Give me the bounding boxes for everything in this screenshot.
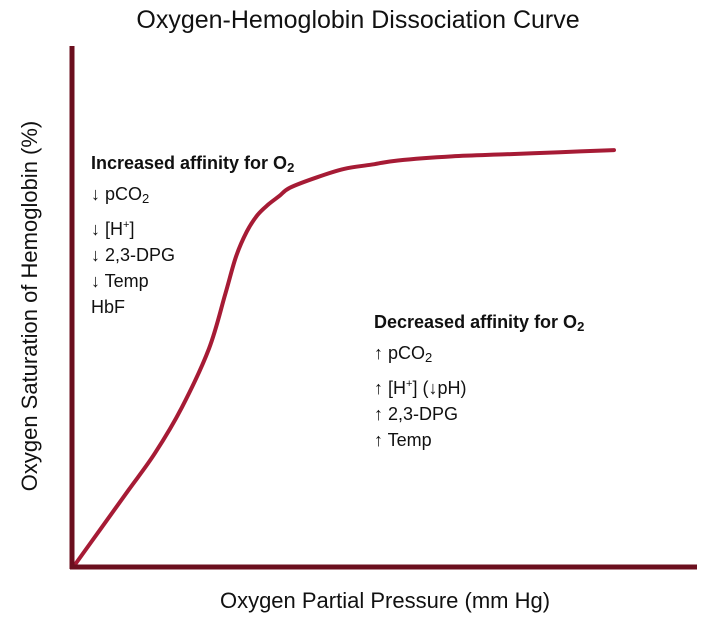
increased-item-hbf: HbF (91, 297, 126, 317)
dissociation-curve-line-0 (72, 148, 616, 568)
decreased-item-pco2: ↑ pCO2 (374, 343, 433, 365)
increased-affinity-heading: Increased affinity for O2 (91, 153, 295, 175)
y-axis-label: Oxygen Saturation of Hemoglobin (%) (17, 120, 42, 492)
x-axis-label: Oxygen Partial Pressure (mm Hg) (219, 588, 551, 613)
increased-item-temp: ↓ Temp (91, 271, 149, 291)
chart-title: Oxygen-Hemoglobin Dissociation Curve (136, 6, 580, 34)
decreased-item-h: ↑ [H+] (↓pH) (374, 378, 467, 398)
increased-item-h: ↓ [H+] (91, 219, 135, 239)
increased-affinity-annotation: Increased affinity for O2 ↓ pCO2 ↓ [H+] … (91, 150, 294, 320)
decreased-item-temp: ↑ Temp (374, 430, 432, 450)
decreased-affinity-annotation: Decreased affinity for O2 ↑ pCO2 ↑ [H+] … (374, 309, 584, 453)
curve-layer (72, 148, 616, 568)
decreased-affinity-heading: Decreased affinity for O2 (374, 312, 585, 334)
increased-item-dpg: ↓ 2,3-DPG (91, 245, 176, 265)
decreased-item-dpg: ↑ 2,3-DPG (374, 404, 459, 424)
increased-item-pco2: ↓ pCO2 (91, 184, 150, 206)
